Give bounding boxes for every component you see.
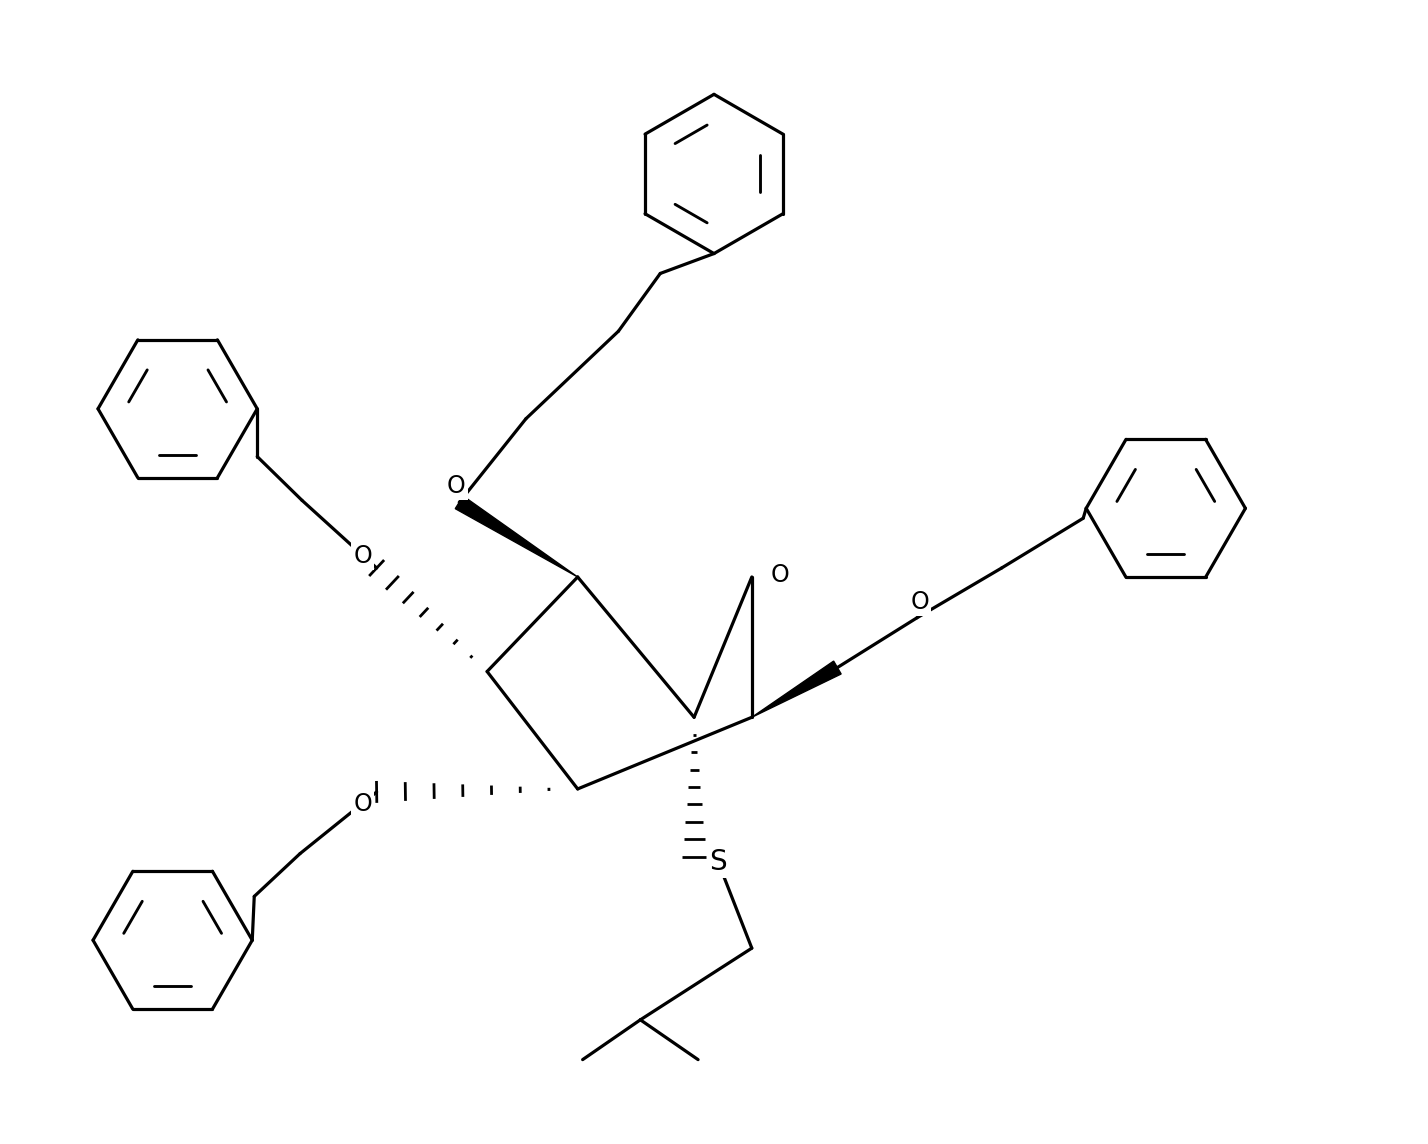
Text: O: O: [447, 475, 466, 499]
Polygon shape: [751, 661, 841, 717]
Text: O: O: [911, 590, 930, 614]
Polygon shape: [456, 496, 578, 577]
Text: O: O: [353, 545, 373, 569]
Text: O: O: [770, 563, 790, 587]
Text: O: O: [353, 792, 373, 816]
Text: S: S: [710, 848, 727, 875]
